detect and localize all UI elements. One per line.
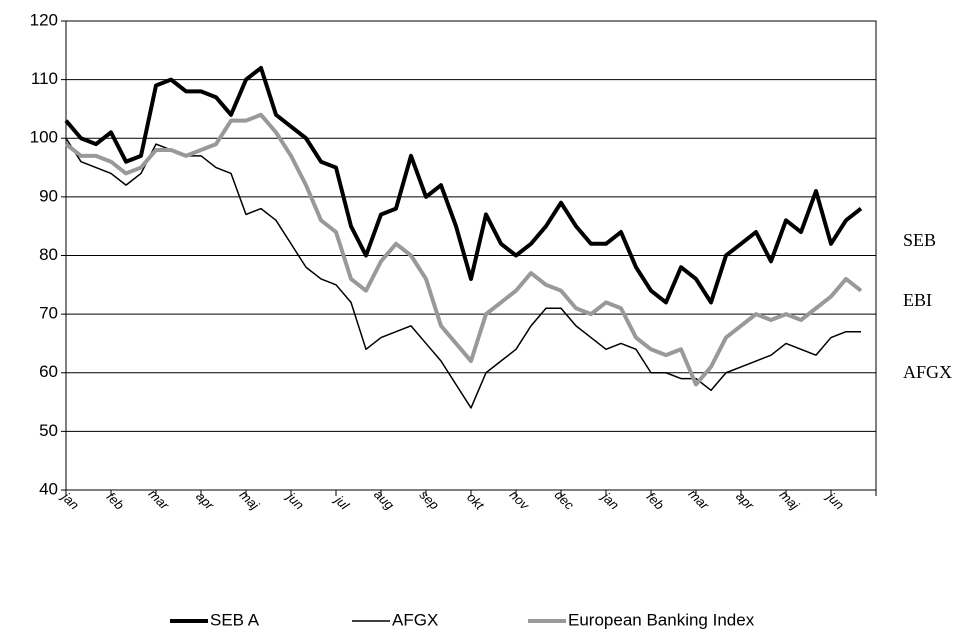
x-tick-label: apr (733, 489, 757, 513)
x-tick-label: dec (552, 487, 578, 513)
y-tick-label: 90 (39, 186, 58, 205)
annotation: EBI (903, 290, 932, 310)
x-tick-label: aug (371, 487, 397, 513)
y-tick-label: 70 (39, 304, 58, 323)
legend-label: European Banking Index (568, 610, 755, 629)
legend-label: AFGX (392, 610, 438, 629)
y-tick-label: 80 (39, 245, 58, 264)
x-tick-label: jun (283, 488, 307, 512)
x-tick-label: feb (644, 489, 667, 512)
x-tick-label: nov (507, 487, 533, 513)
x-tick-label: feb (104, 489, 127, 512)
x-tick-label: apr (193, 489, 217, 513)
annotation: AFGX (903, 362, 952, 382)
y-tick-label: 100 (30, 128, 58, 147)
x-tick-label: jan (58, 488, 82, 512)
legend-label: SEB A (210, 610, 260, 629)
x-tick-label: maj (777, 487, 803, 513)
series-line (65, 137, 861, 409)
x-tick-label: jun (823, 488, 847, 512)
x-tick-label: maj (237, 487, 263, 513)
series-line (64, 65, 863, 305)
series-line (64, 112, 863, 387)
y-tick-label: 120 (30, 10, 58, 29)
y-tick-label: 60 (39, 362, 58, 381)
x-tick-label: okt (464, 490, 488, 514)
y-tick-label: 50 (39, 421, 58, 440)
annotation: SEB (903, 230, 936, 250)
x-tick-label: sep (417, 487, 442, 512)
x-tick-label: jan (598, 488, 622, 512)
y-tick-label: 110 (31, 69, 58, 88)
y-tick-label: 40 (39, 479, 58, 498)
x-tick-label: jul (331, 491, 353, 513)
